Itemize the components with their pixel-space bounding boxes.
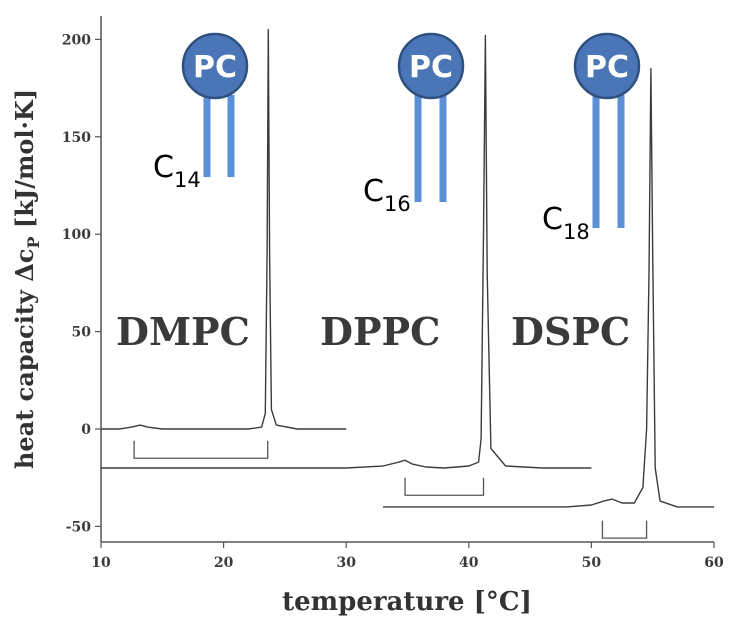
- trace-dppc: [101, 34, 592, 469]
- x-tick-label: 10: [91, 555, 111, 571]
- y-tick-label: 50: [72, 325, 92, 341]
- headgroup-circle: [181, 32, 249, 100]
- y-axis-title-main: heat capacity Δc: [10, 249, 39, 470]
- headgroup-circle: [397, 32, 465, 100]
- lipid-label-dppc: DPPC: [320, 309, 440, 354]
- lipid-molecule-icon-dmpc: PC C14: [153, 32, 249, 192]
- y-tick-label: 200: [62, 32, 91, 48]
- chain-label-18: C18: [542, 202, 590, 244]
- y-tick-label: 150: [62, 130, 91, 146]
- traces: [101, 28, 714, 508]
- lipid-molecule-icon-dspc: PC C18: [542, 32, 641, 244]
- headgroup-label: PC: [409, 50, 453, 85]
- y-axis-title: heat capacity ΔcP [kJ/mol·K]: [10, 89, 43, 469]
- y-tick-label: 0: [81, 422, 91, 438]
- y-tick-label: -50: [66, 519, 92, 535]
- lipid-molecule-icon-dppc: PC C16: [363, 32, 465, 216]
- trace-dspc: [383, 67, 714, 508]
- chain-label-14: C14: [153, 150, 201, 192]
- transition-bracket: [404, 477, 485, 496]
- x-axis-title: temperature [°C]: [282, 587, 532, 617]
- headgroup-label: PC: [585, 50, 629, 85]
- x-ticks: 10 20 30 40 50 60: [91, 542, 724, 571]
- headgroup-label: PC: [193, 50, 237, 85]
- y-axis-title-unit: [kJ/mol·K]: [10, 89, 39, 237]
- y-axis-title-sub: P: [24, 236, 43, 248]
- transition-brackets: [133, 440, 648, 539]
- x-tick-label: 30: [336, 555, 356, 571]
- y-ticks: -50 0 50 100 150 200: [62, 32, 101, 535]
- lipid-label-dspc: DSPC: [511, 309, 630, 354]
- x-tick-label: 60: [704, 555, 724, 571]
- transition-bracket: [601, 520, 648, 539]
- lipid-label-dmpc: DMPC: [116, 309, 250, 354]
- x-tick-label: 20: [214, 555, 234, 571]
- transition-bracket: [133, 440, 269, 459]
- headgroup-circle: [573, 32, 641, 100]
- x-tick-label: 50: [582, 555, 602, 571]
- y-tick-label: 100: [62, 227, 91, 243]
- x-tick-label: 40: [459, 555, 479, 571]
- chain-label-16: C16: [363, 174, 411, 216]
- trace-dmpc: [101, 28, 347, 430]
